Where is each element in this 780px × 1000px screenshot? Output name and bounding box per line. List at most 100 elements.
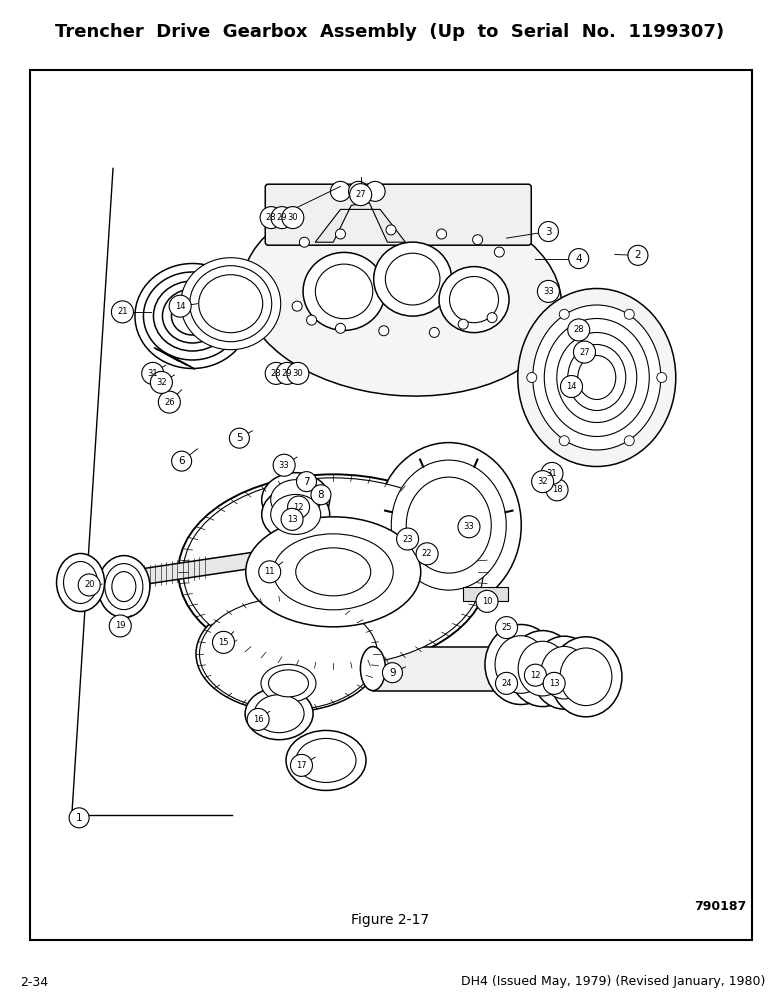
Circle shape: [437, 229, 446, 239]
Ellipse shape: [550, 637, 622, 717]
Text: 28: 28: [573, 325, 584, 334]
Circle shape: [476, 590, 498, 612]
Ellipse shape: [532, 636, 597, 709]
Text: 13: 13: [287, 515, 297, 524]
Text: 22: 22: [422, 549, 432, 558]
Circle shape: [561, 376, 583, 398]
Circle shape: [382, 663, 402, 683]
Text: 1: 1: [76, 813, 83, 823]
Ellipse shape: [63, 562, 98, 603]
Text: 28: 28: [266, 213, 276, 222]
Ellipse shape: [172, 297, 214, 335]
Text: 18: 18: [551, 485, 562, 494]
Polygon shape: [315, 203, 406, 242]
Circle shape: [69, 808, 89, 828]
Ellipse shape: [271, 494, 321, 534]
Circle shape: [349, 184, 372, 206]
Circle shape: [265, 362, 287, 384]
Text: 27: 27: [356, 190, 366, 199]
Ellipse shape: [56, 554, 105, 611]
Ellipse shape: [439, 267, 509, 333]
Ellipse shape: [162, 289, 222, 343]
Ellipse shape: [296, 738, 356, 782]
Ellipse shape: [262, 487, 330, 541]
Text: 30: 30: [292, 369, 303, 378]
Circle shape: [172, 451, 192, 471]
Text: 13: 13: [549, 679, 559, 688]
Circle shape: [229, 428, 250, 448]
Circle shape: [386, 225, 396, 235]
Circle shape: [212, 631, 235, 653]
Text: 14: 14: [175, 302, 186, 311]
Bar: [373, 647, 503, 691]
Circle shape: [543, 672, 566, 694]
Ellipse shape: [199, 275, 263, 333]
Circle shape: [379, 326, 388, 336]
Circle shape: [349, 181, 368, 201]
Circle shape: [335, 323, 346, 333]
Text: 6: 6: [179, 456, 185, 466]
Text: 10: 10: [482, 597, 492, 606]
Circle shape: [624, 436, 634, 446]
Ellipse shape: [273, 534, 393, 610]
Text: Trencher  Drive  Gearbox  Assembly  (Up  to  Serial  No.  1199307): Trencher Drive Gearbox Assembly (Up to S…: [55, 23, 725, 41]
Text: 3: 3: [545, 227, 551, 237]
Ellipse shape: [392, 460, 506, 590]
Circle shape: [495, 672, 517, 694]
Ellipse shape: [303, 252, 385, 330]
Text: 14: 14: [566, 382, 576, 391]
Text: 33: 33: [278, 461, 289, 470]
Ellipse shape: [271, 480, 321, 520]
Circle shape: [331, 181, 350, 201]
Circle shape: [458, 319, 468, 329]
Ellipse shape: [243, 195, 562, 396]
Circle shape: [559, 436, 569, 446]
Ellipse shape: [360, 647, 385, 691]
Ellipse shape: [245, 688, 313, 740]
Circle shape: [296, 472, 317, 492]
Ellipse shape: [385, 253, 440, 305]
Circle shape: [271, 207, 293, 229]
Circle shape: [109, 615, 131, 637]
Circle shape: [247, 708, 269, 730]
Ellipse shape: [568, 344, 626, 410]
Bar: [30, 70, 752, 940]
Ellipse shape: [286, 730, 366, 790]
Circle shape: [78, 574, 100, 596]
Ellipse shape: [183, 478, 484, 666]
Ellipse shape: [533, 305, 661, 450]
Circle shape: [526, 372, 537, 382]
Text: 20: 20: [84, 580, 94, 589]
Ellipse shape: [541, 646, 587, 699]
Circle shape: [524, 664, 547, 686]
Polygon shape: [65, 539, 340, 596]
Text: 29: 29: [277, 213, 287, 222]
Ellipse shape: [578, 356, 615, 399]
Circle shape: [307, 315, 317, 325]
Circle shape: [495, 247, 505, 257]
Ellipse shape: [491, 647, 516, 691]
Circle shape: [276, 362, 298, 384]
Text: 24: 24: [502, 679, 512, 688]
Text: 2: 2: [635, 250, 641, 260]
Circle shape: [568, 319, 590, 341]
Circle shape: [292, 301, 302, 311]
Text: 23: 23: [402, 535, 413, 544]
Circle shape: [624, 309, 634, 319]
Text: 17: 17: [296, 761, 307, 770]
Ellipse shape: [544, 318, 649, 436]
Ellipse shape: [144, 272, 242, 360]
Text: 26: 26: [164, 398, 175, 407]
Ellipse shape: [509, 631, 576, 707]
Circle shape: [487, 313, 497, 323]
Text: 790187: 790187: [694, 900, 746, 914]
Ellipse shape: [406, 477, 491, 573]
Circle shape: [495, 617, 517, 639]
Ellipse shape: [268, 670, 308, 697]
Circle shape: [559, 309, 569, 319]
Ellipse shape: [449, 276, 498, 323]
Circle shape: [290, 754, 313, 776]
Circle shape: [657, 372, 667, 382]
Ellipse shape: [135, 263, 250, 368]
Text: 33: 33: [543, 287, 554, 296]
